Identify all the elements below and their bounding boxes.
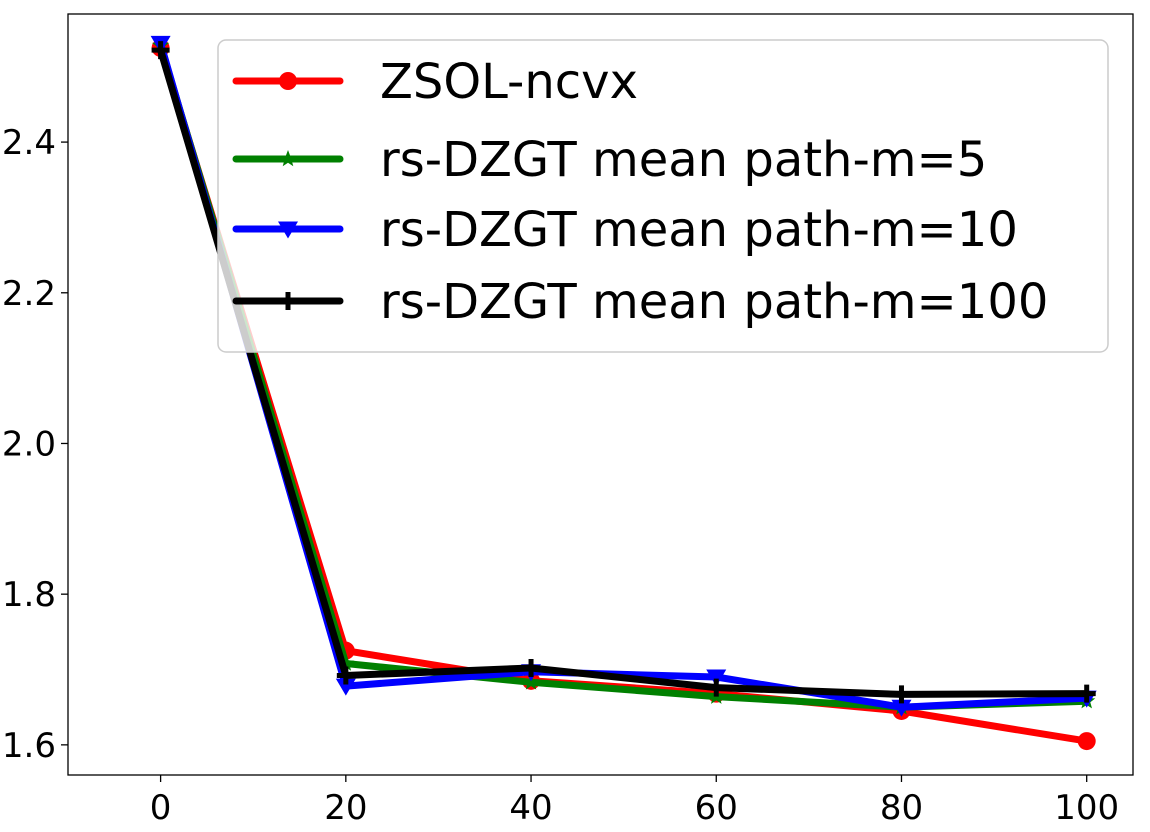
data-point (1077, 732, 1096, 751)
series-line (157, 46, 1091, 698)
legend-label: rs-DZGT mean path-m=100 (380, 274, 1048, 330)
data-point (151, 41, 170, 60)
legend-marker (279, 292, 297, 310)
data-point (706, 669, 727, 687)
data-point (522, 659, 541, 678)
data-point (891, 699, 912, 717)
x-tick-label: 40 (509, 788, 552, 828)
x-tick-label: 20 (324, 788, 367, 828)
legend-marker (278, 221, 298, 239)
series-4 (151, 41, 1096, 704)
legend-label: ZSOL-ncvx (380, 54, 638, 110)
y-tick-label: 2.0 (2, 424, 56, 464)
legend-box (217, 39, 1109, 353)
legend-entry: ZSOL-ncvx (232, 54, 638, 110)
x-tick-label: 100 (1054, 788, 1119, 828)
data-point (522, 673, 540, 690)
legend-entry: rs-DZGT mean path-m=5 (232, 132, 987, 188)
legend-entry: rs-DZGT mean path-m=10 (232, 202, 1018, 258)
plot-area (150, 35, 1097, 751)
axes: 0 20 40 60 80 100 1.6 1.8 2.0 2.2 2.4 (2, 13, 1134, 828)
data-point (337, 654, 355, 671)
x-tick-label: 0 (150, 788, 172, 828)
x-tick-label: 80 (880, 788, 923, 828)
data-point (336, 666, 355, 685)
data-point (707, 678, 726, 697)
legend-entry: rs-DZGT mean path-m=100 (232, 274, 1048, 330)
legend-label: rs-DZGT mean path-m=5 (380, 132, 987, 188)
axes-frame (67, 13, 1134, 776)
legend: ZSOL-ncvx rs-DZGT mean path-m=5 rs-DZGT me… (217, 39, 1109, 353)
data-point (892, 685, 911, 704)
legend-label: rs-DZGT mean path-m=10 (380, 202, 1018, 258)
data-point (1077, 684, 1096, 703)
legend-marker (279, 150, 297, 167)
y-tick-label: 1.6 (2, 726, 56, 766)
y-tick-label: 2.2 (2, 274, 56, 314)
x-tick-label: 60 (695, 788, 738, 828)
y-tick-label: 2.4 (2, 123, 56, 163)
legend-marker (279, 72, 297, 90)
y-tick-label: 1.8 (2, 575, 56, 615)
data-point (335, 678, 356, 696)
